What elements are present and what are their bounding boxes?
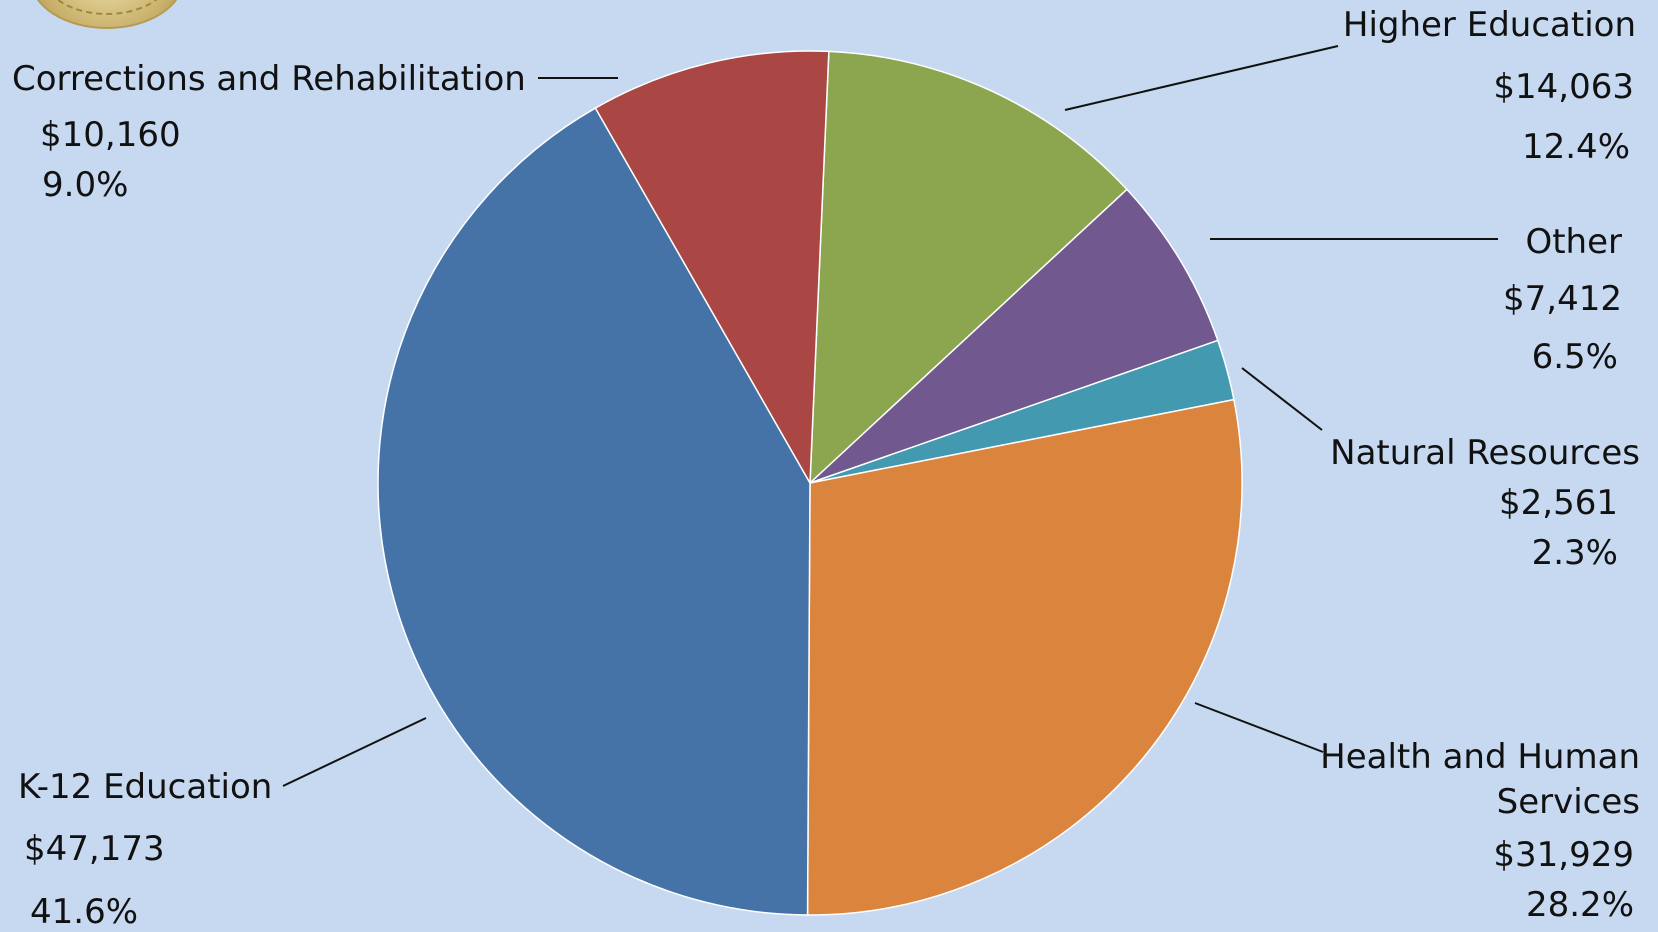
natural-resources-percent: 2.3% bbox=[1531, 533, 1618, 573]
natural-resources-value: $2,561 bbox=[1499, 483, 1618, 523]
pie-slice-corrections bbox=[594, 50, 830, 486]
corrections-percent: 9.0% bbox=[42, 165, 129, 205]
natural-resources-label: Natural Resources bbox=[1330, 433, 1640, 473]
hhs-label-line2: Services bbox=[1496, 782, 1640, 822]
pie-slice-higher-education bbox=[809, 50, 1128, 485]
other-value: $7,412 bbox=[1503, 279, 1622, 319]
pie-slice-other bbox=[809, 188, 1219, 484]
leader-natural-resources bbox=[1241, 367, 1323, 431]
k12-value: $47,173 bbox=[24, 829, 165, 869]
hhs-value: $31,929 bbox=[1493, 835, 1634, 875]
other-label: Other bbox=[1525, 222, 1622, 262]
k12-percent: 41.6% bbox=[30, 892, 139, 932]
leader-k12 bbox=[282, 717, 427, 787]
corrections-label: Corrections and Rehabilitation bbox=[12, 59, 526, 99]
corrections-value: $10,160 bbox=[40, 115, 181, 155]
higher-education-value: $14,063 bbox=[1493, 67, 1634, 107]
higher-education-percent: 12.4% bbox=[1521, 127, 1630, 167]
k12-label: K-12 Education bbox=[18, 767, 273, 807]
pie-slice-k12 bbox=[377, 107, 811, 916]
pie-slice-hhs bbox=[806, 398, 1243, 916]
hhs-percent: 28.2% bbox=[1525, 885, 1634, 925]
leader-hhs bbox=[1194, 702, 1324, 753]
higher-education-label: Higher Education bbox=[1342, 5, 1636, 45]
other-percent: 6.5% bbox=[1531, 337, 1618, 377]
leader-higher-education bbox=[1064, 45, 1339, 111]
hhs-label-line1: Health and Human bbox=[1320, 737, 1640, 777]
